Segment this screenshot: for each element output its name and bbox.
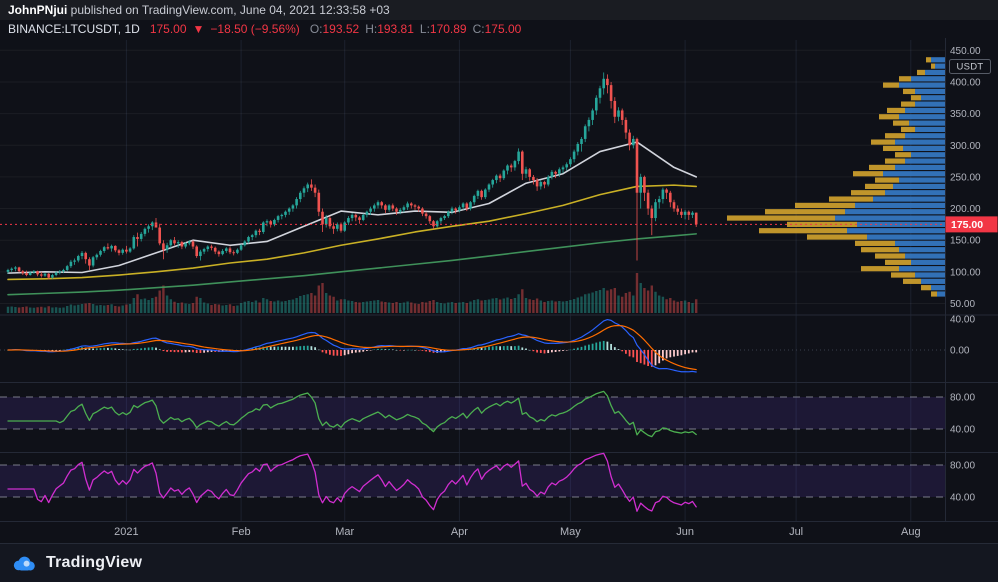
footer-bar: TradingView xyxy=(0,543,998,582)
price-change: −18.50 (−9.56%) xyxy=(210,22,300,36)
svg-text:100.00: 100.00 xyxy=(950,267,981,278)
svg-text:80.00: 80.00 xyxy=(950,461,975,472)
svg-text:40.00: 40.00 xyxy=(950,315,975,326)
svg-text:Aug: Aug xyxy=(901,526,921,538)
svg-text:2021: 2021 xyxy=(114,526,138,538)
svg-text:400.00: 400.00 xyxy=(950,77,981,88)
open-field: O:193.52 xyxy=(310,22,359,36)
low-field: L:170.89 xyxy=(420,22,467,36)
svg-text:40.00: 40.00 xyxy=(950,425,975,436)
chart-area[interactable]: 175.00 450.00 400.00 350.00 300.00 250.00 200.… xyxy=(0,38,998,543)
svg-text:Jun: Jun xyxy=(676,526,694,538)
svg-text:150.00: 150.00 xyxy=(950,236,981,247)
volume-layer xyxy=(6,273,698,313)
svg-text:350.00: 350.00 xyxy=(950,109,981,120)
svg-text:50.00: 50.00 xyxy=(950,299,975,310)
open-value: 193.52 xyxy=(322,22,360,36)
svg-text:80.00: 80.00 xyxy=(950,393,975,404)
svg-text:250.00: 250.00 xyxy=(950,172,981,183)
svg-text:450.00: 450.00 xyxy=(950,46,981,57)
tradingview-logo-icon[interactable] xyxy=(10,554,37,573)
last-price: 175.00 xyxy=(149,22,187,36)
ma-lines-layer xyxy=(7,141,698,296)
attribution-bar: JohnPNjui published on TradingView.com, … xyxy=(0,0,998,20)
svg-text:Apr: Apr xyxy=(451,526,468,538)
low-value: 170.89 xyxy=(429,22,467,36)
high-field: H:193.81 xyxy=(365,22,414,36)
svg-text:40.00: 40.00 xyxy=(950,493,975,504)
svg-text:300.00: 300.00 xyxy=(950,141,981,152)
symbol-bar: BINANCE:LTCUSDT, 1D 175.00 ▼ −18.50 (−9.… xyxy=(0,20,998,38)
price-axis[interactable]: 175.00 450.00 400.00 350.00 300.00 250.00 200.… xyxy=(0,46,998,504)
svg-text:0.00: 0.00 xyxy=(950,346,970,357)
svg-text:Mar: Mar xyxy=(335,526,354,538)
macd-pane xyxy=(0,318,945,373)
author-name: JohnPNjui xyxy=(8,3,68,17)
stoch-pane xyxy=(0,452,945,512)
open-label: O: xyxy=(309,22,323,36)
svg-text:USDT: USDT xyxy=(956,62,983,73)
attribution-text: published on TradingView.com, June 04, 2… xyxy=(67,3,390,17)
tradingview-wordmark[interactable]: TradingView xyxy=(46,554,143,571)
high-value: 193.81 xyxy=(377,22,414,36)
low-label: L: xyxy=(419,22,430,36)
svg-text:200.00: 200.00 xyxy=(950,204,981,215)
close-field: C:175.00 xyxy=(473,22,522,36)
candles-layer xyxy=(6,72,698,280)
grid-layer xyxy=(0,38,998,522)
change-arrow-icon: ▼ xyxy=(192,22,205,36)
volume-profile-layer xyxy=(727,57,945,297)
close-value: 175.00 xyxy=(484,22,522,36)
high-label: H: xyxy=(365,22,378,36)
svg-text:May: May xyxy=(560,526,581,538)
time-axis[interactable]: 2021 Feb Mar Apr May Jun Jul Aug xyxy=(114,526,920,538)
svg-text:175.00: 175.00 xyxy=(951,219,983,231)
chart-canvas[interactable]: 175.00 450.00 400.00 350.00 300.00 250.00 200.… xyxy=(0,38,998,543)
symbol-title[interactable]: BINANCE:LTCUSDT, 1D xyxy=(8,22,140,36)
rsi-pane xyxy=(0,390,945,438)
close-label: C: xyxy=(472,22,485,36)
svg-text:Feb: Feb xyxy=(232,526,251,538)
svg-text:Jul: Jul xyxy=(789,526,803,538)
